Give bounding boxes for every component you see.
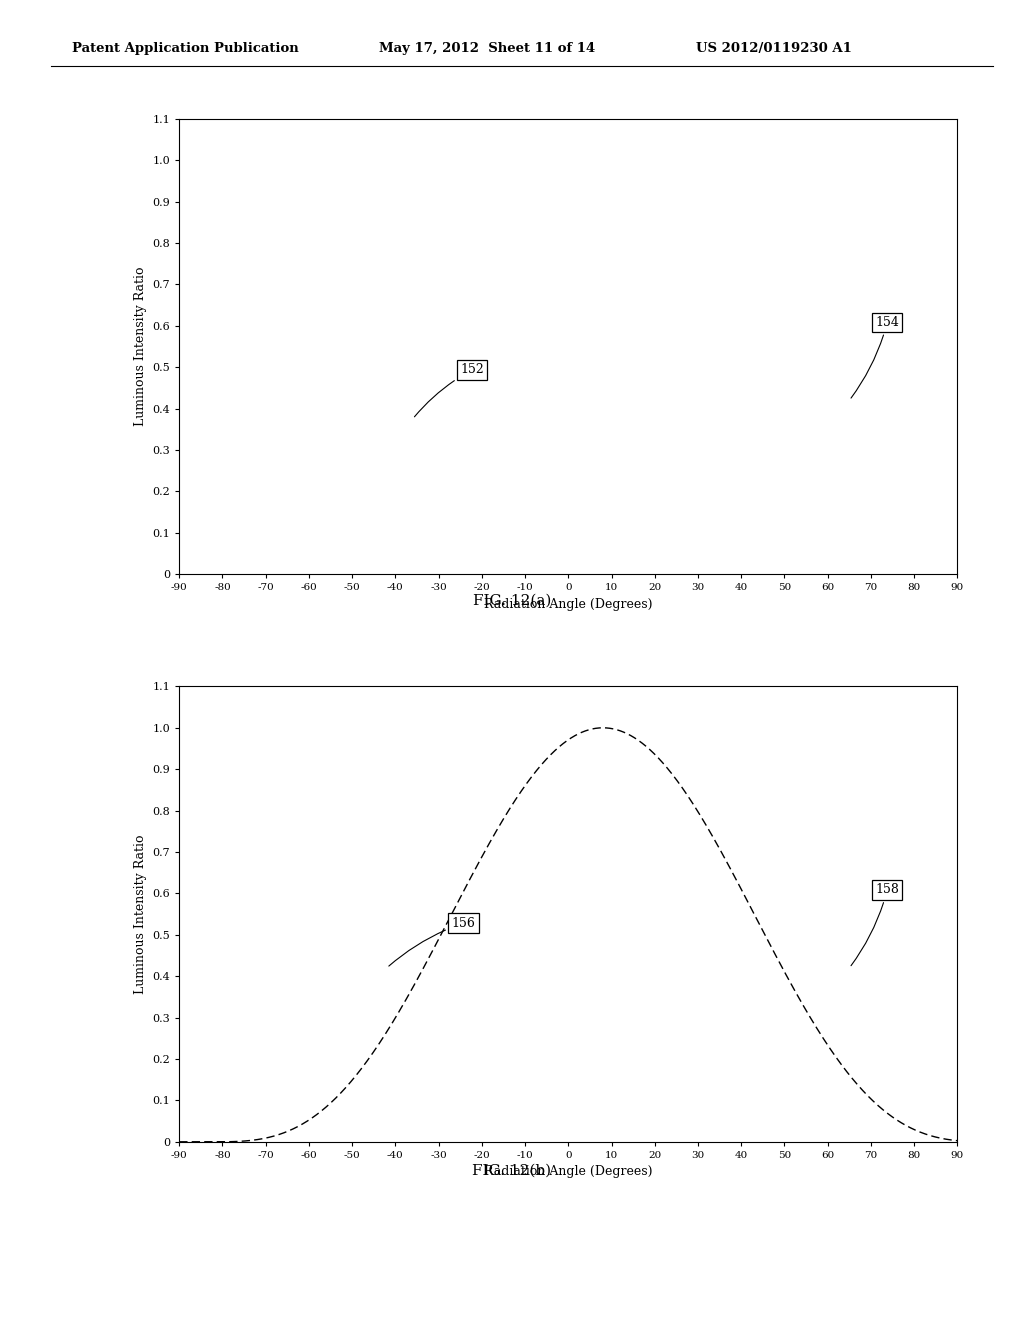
Text: May 17, 2012  Sheet 11 of 14: May 17, 2012 Sheet 11 of 14 [379,42,595,55]
Text: 154: 154 [851,315,899,399]
Text: 152: 152 [415,363,484,417]
Text: 158: 158 [851,883,899,966]
X-axis label: Radiation Angle (Degrees): Radiation Angle (Degrees) [484,1166,652,1179]
Text: FIG. 12(a): FIG. 12(a) [473,594,551,607]
Text: Patent Application Publication: Patent Application Publication [72,42,298,55]
Y-axis label: Luminous Intensity Ratio: Luminous Intensity Ratio [134,267,146,426]
Text: US 2012/0119230 A1: US 2012/0119230 A1 [696,42,852,55]
Text: 156: 156 [389,916,475,966]
Y-axis label: Luminous Intensity Ratio: Luminous Intensity Ratio [134,834,146,994]
X-axis label: Radiation Angle (Degrees): Radiation Angle (Degrees) [484,598,652,611]
Text: FIG. 12(b): FIG. 12(b) [472,1164,552,1177]
